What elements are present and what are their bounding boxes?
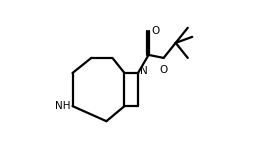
Text: O: O — [159, 65, 168, 75]
Text: N: N — [140, 66, 148, 76]
Text: NH: NH — [55, 101, 70, 111]
Text: O: O — [151, 26, 159, 36]
